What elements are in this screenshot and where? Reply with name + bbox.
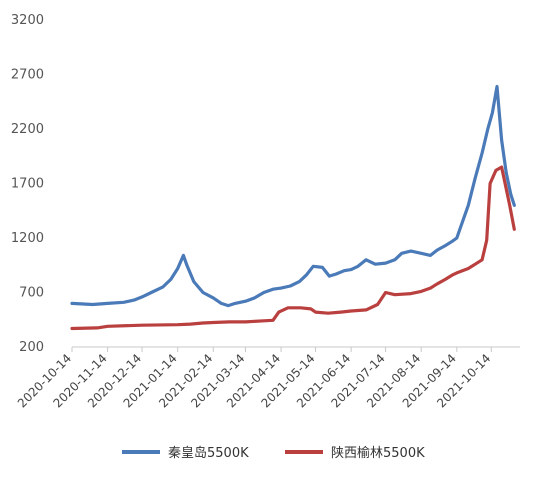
legend: 秦皇岛5500K 陕西榆林5500K <box>122 445 425 461</box>
legend-label-1: 秦皇岛5500K <box>168 445 249 461</box>
y-tick-label: 3200 <box>11 13 44 28</box>
y-tick-label: 700 <box>19 286 44 301</box>
y-tick-label: 2700 <box>11 68 44 83</box>
y-tick-label: 1700 <box>11 177 44 192</box>
series-lines <box>70 84 516 331</box>
series-line-1 <box>70 84 516 308</box>
y-tick-label: 2200 <box>11 122 44 137</box>
legend-label-2: 陕西榆林5500K <box>331 446 425 461</box>
y-tick-label: 200 <box>19 340 44 355</box>
y-axis-tick-labels: 200 700 1200 1700 2200 2700 3200 <box>11 13 44 355</box>
series-line-2 <box>70 165 516 331</box>
x-axis-tick-labels: 2020-10-142020-11-142020-12-142021-01-14… <box>15 351 494 410</box>
y-tick-label: 1200 <box>11 231 44 246</box>
x-axis-tick-marks <box>71 347 492 352</box>
